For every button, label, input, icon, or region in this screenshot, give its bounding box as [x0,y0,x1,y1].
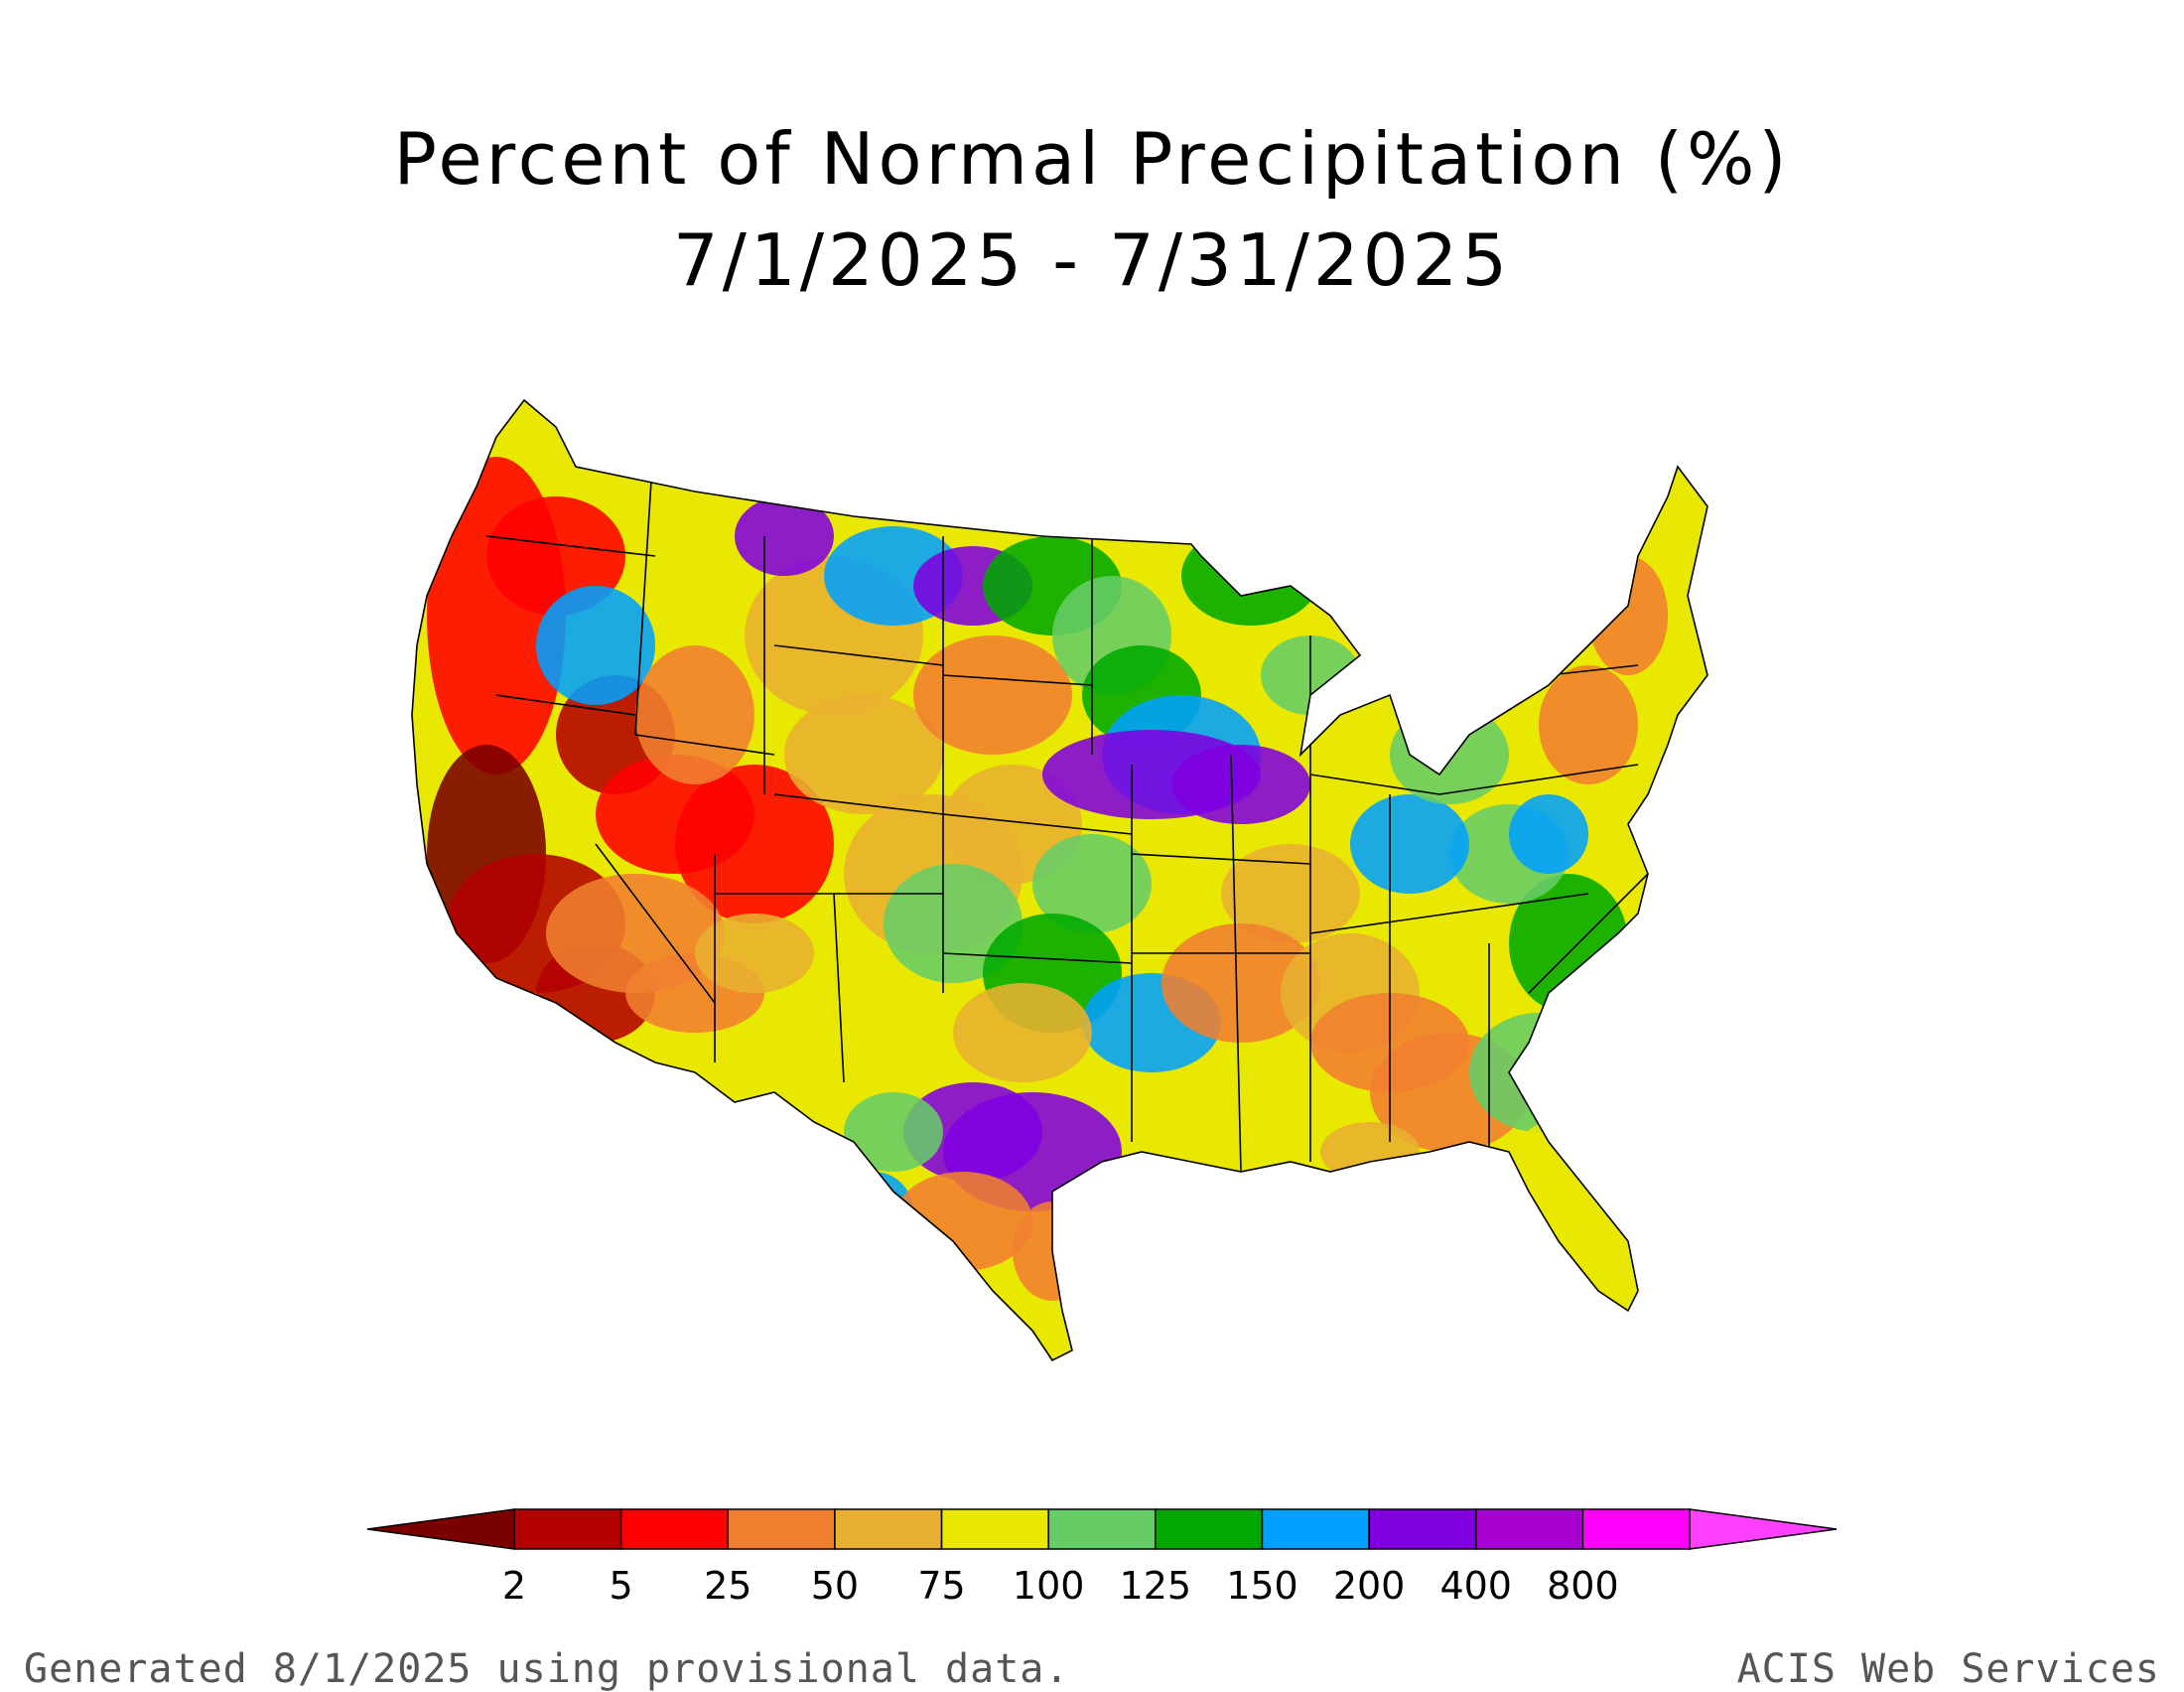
legend-tick-label: 100 [1013,1564,1085,1608]
legend-tick-label: 125 [1120,1564,1192,1608]
legend-tick-label: 800 [1547,1564,1619,1608]
legend-tick-label: 200 [1333,1564,1406,1608]
legend-tick-label: 5 [610,1564,633,1608]
legend-swatch [1368,1508,1477,1550]
legend-swatch [619,1508,730,1550]
map-date-range: 7/1/2025 - 7/31/2025 [672,218,1512,302]
map-title: Percent of Normal Precipitation (%) [393,117,1791,201]
legend-swatch [727,1508,836,1550]
legend-tick-label: 150 [1226,1564,1298,1608]
legend-tick-label: 75 [917,1564,965,1608]
source-credit: ACIS Web Services [1736,1646,2160,1692]
legend-swatch [1474,1508,1584,1550]
generated-note: Generated 8/1/2025 using provisional dat… [24,1646,1070,1692]
legend-swatch [940,1508,1049,1550]
legend-swatch [1047,1508,1157,1550]
legend-tick-label: 25 [704,1564,751,1608]
legend-swatch [1155,1508,1264,1550]
legend-tick-label: 400 [1439,1564,1512,1608]
legend-swatch [513,1508,622,1550]
legend-swatch [1581,1508,1691,1550]
legend-swatch [834,1508,943,1550]
legend-tick-label: 50 [811,1564,859,1608]
legend-tick-label: 2 [502,1564,526,1608]
legend-arrow-low [366,1508,515,1550]
precipitation-map [411,399,1708,1361]
legend-arrow-high [1689,1508,1838,1550]
legend-swatch [1261,1508,1370,1550]
